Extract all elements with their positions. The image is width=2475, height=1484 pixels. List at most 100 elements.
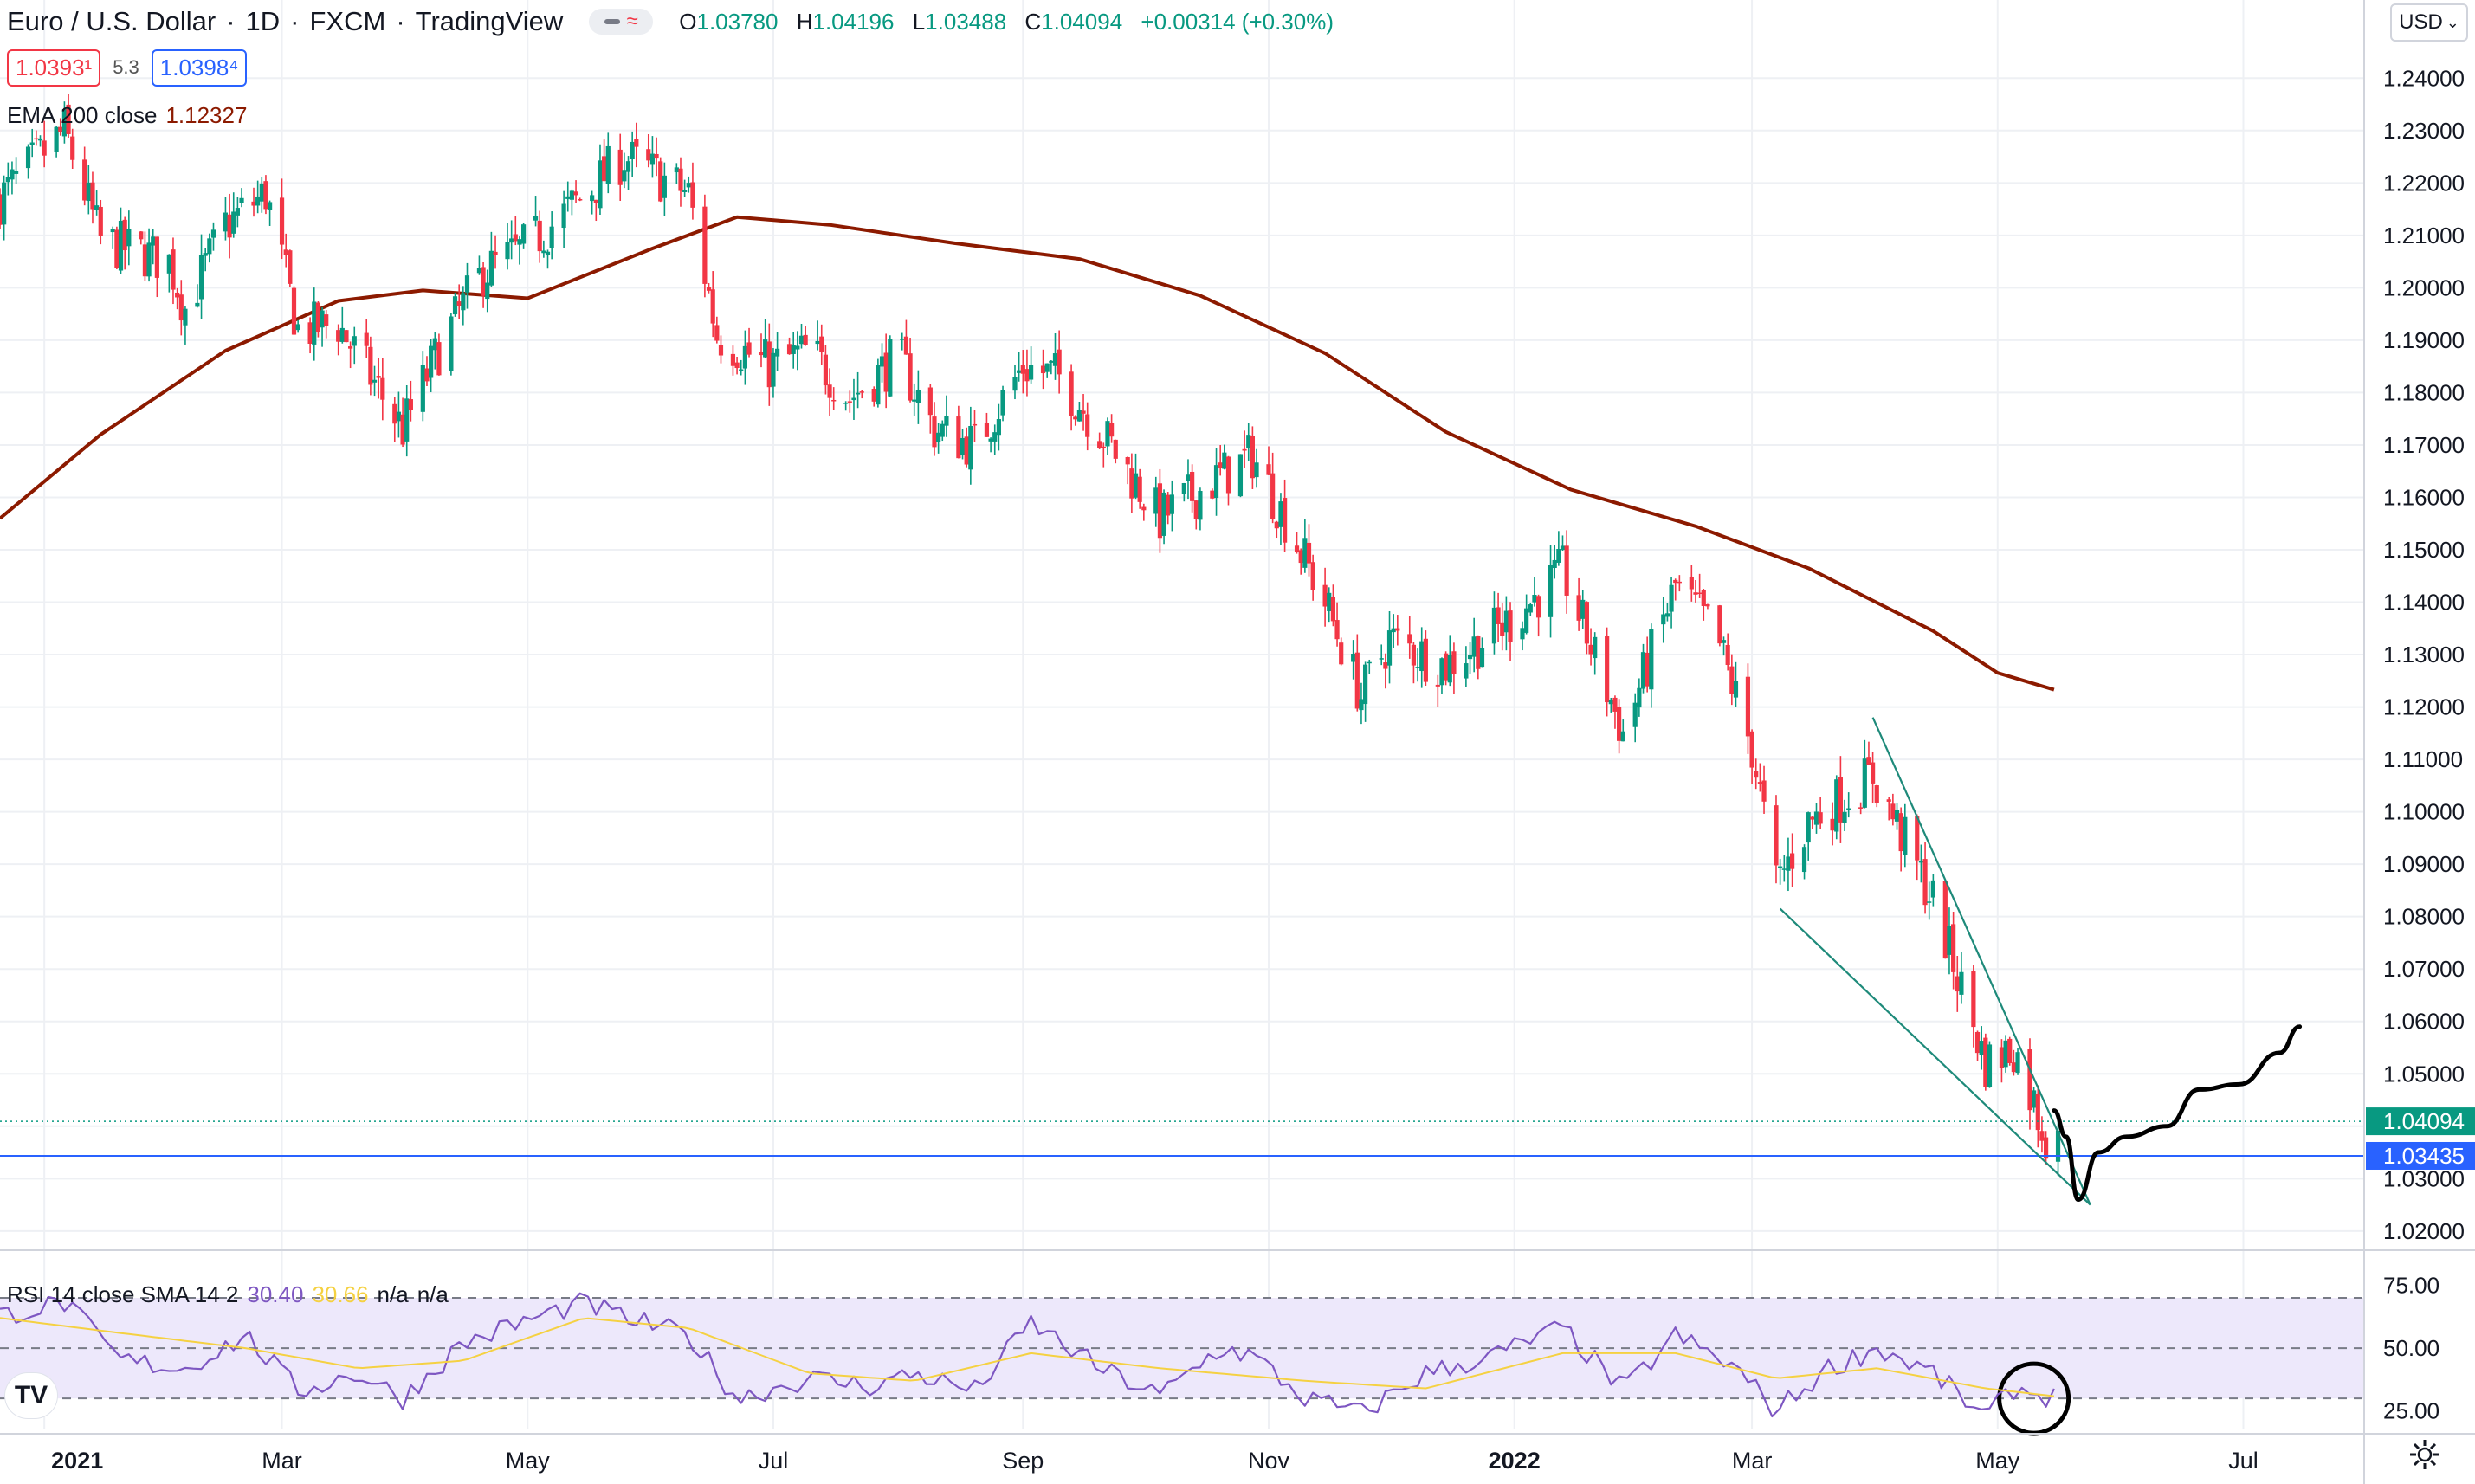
candle-body[interactable] [1508,610,1513,642]
candle-body[interactable] [210,229,216,238]
candle-body[interactable] [964,436,969,465]
candle-body[interactable] [1725,644,1730,666]
candle-body[interactable] [1846,808,1851,810]
candle-body[interactable] [1274,521,1279,529]
candle-body[interactable] [86,182,91,202]
candle-body[interactable] [1664,613,1670,617]
candle-body[interactable] [1451,651,1457,674]
candle-body[interactable] [126,229,132,247]
candle-body[interactable] [1270,473,1276,519]
gear-icon[interactable] [2407,1437,2442,1472]
candle-body[interactable] [488,250,494,286]
candle-body[interactable] [1383,662,1388,669]
candle-body[interactable] [573,191,578,196]
candle-body[interactable] [625,161,631,172]
candle-body[interactable] [1942,881,1948,959]
candle-body[interactable] [122,219,127,251]
candle-body[interactable] [936,432,941,442]
candle-body[interactable] [1608,700,1613,705]
candle-body[interactable] [1620,731,1625,742]
candle-body[interactable] [400,414,405,445]
candle-body[interactable] [203,253,208,256]
candle-body[interactable] [774,348,780,357]
candle-body[interactable] [1617,707,1622,741]
candle-body[interactable] [908,353,913,401]
candle-body[interactable] [1210,490,1215,499]
candle-body[interactable] [1813,811,1819,825]
candle-body[interactable] [996,419,1001,436]
candle-body[interactable] [1097,441,1102,448]
candle-body[interactable] [630,141,635,160]
candle-body[interactable] [545,251,551,256]
candle-body[interactable] [1020,365,1025,374]
candle-body[interactable] [847,401,852,403]
candle-body[interactable] [352,336,357,346]
candle-body[interactable] [1496,607,1501,624]
candle-body[interactable] [58,126,63,132]
candle-body[interactable] [291,287,297,335]
candle-body[interactable] [771,352,776,387]
candle-body[interactable] [851,397,856,401]
candle-body[interactable] [1677,581,1682,584]
candle-body[interactable] [1669,584,1674,612]
candle-body[interactable] [1306,542,1312,564]
wedge-trendline[interactable] [1779,907,2091,1206]
candle-body[interactable] [1757,782,1762,784]
candle-body[interactable] [1915,816,1920,861]
candle-body[interactable] [1246,435,1251,448]
candle-body[interactable] [1974,1031,1981,1054]
candle-body[interactable] [436,342,442,376]
candle-body[interactable] [598,160,603,209]
candle-body[interactable] [984,423,990,437]
candle-body[interactable] [2055,1130,2061,1162]
candle-body[interactable] [392,403,397,424]
candle-body[interactable] [634,139,639,147]
candle-body[interactable] [710,289,715,324]
currency-selector[interactable]: USD ⌄ [2390,3,2468,42]
candle-body[interactable] [1479,648,1485,668]
candle-body[interactable] [1862,758,1867,808]
candle-body[interactable] [1161,492,1166,536]
candle-body[interactable] [1471,636,1477,657]
candle-body[interactable] [578,199,583,201]
candle-body[interactable] [968,425,973,470]
candle-body[interactable] [1266,464,1271,475]
candle-body[interactable] [843,403,849,404]
candle-body[interactable] [1918,861,1924,863]
candle-body[interactable] [1789,853,1795,869]
candle-body[interactable] [1411,644,1417,666]
candle-body[interactable] [1052,353,1058,366]
candle-body[interactable] [859,391,864,393]
candle-body[interactable] [1242,448,1247,451]
candle-body[interactable] [25,146,31,169]
candle-body[interactable] [1532,594,1537,603]
candle-body[interactable] [759,352,764,356]
candle-body[interactable] [1605,636,1610,703]
candle-body[interactable] [2003,1040,2008,1068]
time-axis[interactable]: 2021 Mar May Jul Sep Nov 2022 Mar May Jul [0,1433,2475,1474]
candle-body[interactable] [678,168,683,191]
candle-body[interactable] [1661,614,1666,625]
candle-body[interactable] [1105,421,1110,447]
candle-body[interactable] [795,345,800,350]
candle-body[interactable] [791,345,796,354]
candle-body[interactable] [449,316,454,371]
candle-body[interactable] [315,302,321,333]
candle-body[interactable] [888,339,893,397]
candle-body[interactable] [364,332,369,346]
candle-body[interactable] [533,216,539,221]
candle-body[interactable] [1040,365,1046,374]
candle-body[interactable] [1955,976,1960,992]
candle-body[interactable] [940,423,945,437]
candle-body[interactable] [1012,377,1018,391]
candle-body[interactable] [520,224,527,244]
candle-body[interactable] [1367,661,1372,664]
candle-body[interactable] [932,416,937,448]
candle-body[interactable] [54,126,59,152]
candle-body[interactable] [324,314,329,326]
candle-body[interactable] [654,153,659,159]
candle-body[interactable] [1386,630,1393,666]
candle-body[interactable] [1689,577,1694,590]
candle-body[interactable] [295,324,300,331]
candle-body[interactable] [883,352,889,392]
